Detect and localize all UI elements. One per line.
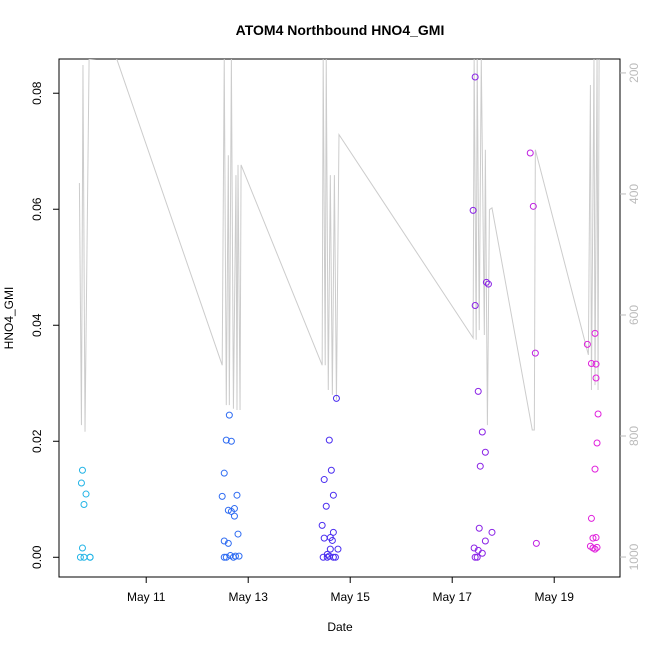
point: [470, 544, 478, 552]
y-tick-label: 0.02: [30, 429, 44, 453]
y2-tick-label: 200: [627, 63, 641, 83]
point: [220, 537, 228, 545]
point: [471, 553, 479, 561]
y2-tick-label: 800: [627, 426, 641, 446]
x-tick-label: May 13: [229, 590, 269, 604]
chart-title: ATOM4 Northbound HNO4_GMI: [236, 22, 445, 38]
point: [471, 302, 479, 310]
y-axis-label: HNO4_GMI: [2, 287, 16, 350]
y-tick-label: 0.04: [30, 313, 44, 337]
point: [320, 534, 328, 542]
x-tick-label: May 19: [535, 590, 575, 604]
point: [230, 505, 238, 513]
point: [478, 549, 486, 557]
point: [329, 528, 337, 536]
point: [591, 465, 599, 473]
point: [332, 394, 340, 402]
point: [482, 278, 490, 286]
y-tick-label: 0.08: [30, 81, 44, 105]
point: [325, 552, 333, 560]
point: [592, 534, 600, 542]
point: [230, 512, 238, 520]
point: [218, 492, 226, 500]
point: [229, 553, 237, 561]
point: [473, 553, 481, 561]
point: [475, 524, 483, 532]
point: [591, 329, 599, 337]
point: [587, 360, 595, 368]
point: [234, 530, 242, 538]
point: [318, 521, 326, 529]
point: [593, 439, 601, 447]
plot-frame: [58, 58, 621, 578]
point: [591, 545, 599, 553]
point: [589, 534, 597, 542]
y-tick-label: 0.06: [30, 197, 44, 221]
point: [334, 545, 342, 553]
point: [526, 149, 534, 157]
point: [80, 553, 88, 561]
point: [326, 545, 334, 553]
point: [484, 280, 492, 288]
point: [469, 206, 477, 214]
pressure-line: [78, 59, 600, 432]
point: [78, 544, 86, 552]
point: [532, 539, 540, 547]
point: [593, 543, 601, 551]
point: [478, 428, 486, 436]
y2-tick-label: 1000: [627, 543, 641, 570]
point: [77, 479, 85, 487]
point: [225, 411, 233, 419]
point: [328, 536, 336, 544]
point: [220, 469, 228, 477]
x-tick-label: May 17: [433, 590, 473, 604]
point: [322, 502, 330, 510]
point: [476, 462, 484, 470]
point: [474, 387, 482, 395]
point: [592, 360, 600, 368]
point: [325, 436, 333, 444]
point: [481, 448, 489, 456]
y2-tick-label: 400: [627, 184, 641, 204]
point: [224, 506, 232, 514]
x-axis-label: Date: [327, 620, 353, 634]
plot-area: [76, 59, 602, 561]
point: [320, 476, 328, 484]
point: [78, 466, 86, 474]
x-tick-label: May 15: [331, 590, 371, 604]
point: [488, 528, 496, 536]
point: [481, 537, 489, 545]
point: [227, 437, 235, 445]
point: [531, 349, 539, 357]
point: [329, 491, 337, 499]
point: [594, 410, 602, 418]
point: [329, 553, 337, 561]
point: [235, 552, 243, 560]
point: [471, 73, 479, 81]
point: [587, 514, 595, 522]
point: [224, 539, 232, 547]
point: [222, 553, 230, 561]
point: [82, 490, 90, 498]
point: [80, 500, 88, 508]
point: [76, 553, 84, 561]
point: [529, 202, 537, 210]
point: [327, 466, 335, 474]
point: [220, 553, 228, 561]
point: [86, 553, 94, 561]
point: [583, 340, 591, 348]
point: [592, 374, 600, 382]
y-tick-label: 0.00: [30, 545, 44, 569]
point: [233, 491, 241, 499]
y2-tick-label: 600: [627, 305, 641, 325]
point: [222, 436, 230, 444]
x-tick-label: May 11: [127, 590, 166, 604]
